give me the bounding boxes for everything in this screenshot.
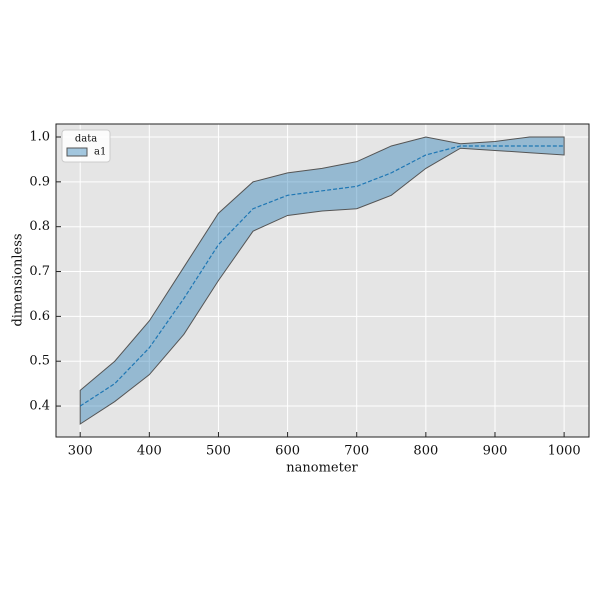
legend: data a1 [61,129,111,163]
x-tick-label: 800 [413,444,438,459]
y-tick-label: 1.0 [29,130,50,145]
y-tick-label: 0.5 [29,354,50,369]
legend-box [61,129,111,163]
y-tick-label: 0.8 [29,219,50,234]
x-tick-label: 500 [206,444,231,459]
y-tick-label: 0.6 [29,309,50,324]
x-tick-label: 400 [137,444,162,459]
x-tick-label: 300 [68,444,93,459]
y-tick-label: 0.7 [29,264,50,279]
mean-line [79,145,565,407]
y-tick-label: 0.9 [29,174,50,189]
plot-frame [55,123,590,438]
plot-area [56,124,589,437]
legend-label: a1 [94,147,106,158]
x-axis-label: nanometer [286,461,358,476]
y-axis-label: dimensionless [11,233,26,326]
legend-swatch [66,147,88,157]
y-tick-label: 0.4 [29,399,50,414]
legend-title: data [75,134,97,145]
x-tick-label: 700 [344,444,369,459]
band [79,136,565,425]
x-tick-label: 600 [275,444,300,459]
x-tick-label: 1000 [548,444,581,459]
x-tick-label: 900 [483,444,508,459]
